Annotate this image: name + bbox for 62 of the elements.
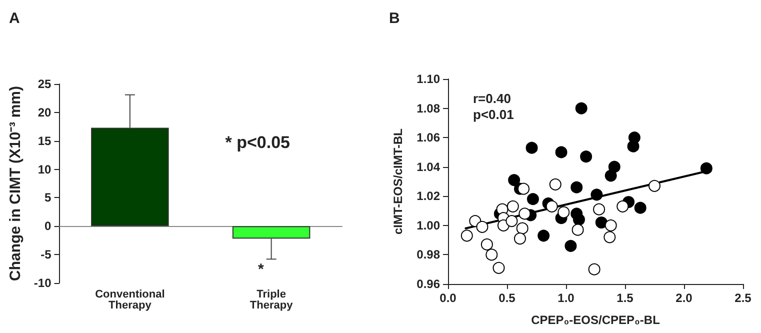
y-tick-label: 0.96 [416,277,440,291]
point [546,200,558,212]
y-tick-label: 5 [44,190,52,205]
point [518,208,531,220]
point [570,181,583,194]
x-tick-label: 2.0 [676,291,693,305]
y-tick-label: 0 [44,219,52,234]
y-tick-label: 1.06 [416,130,440,145]
x-tick-label: 1.5 [616,291,634,305]
y-tick-label: -10 [34,276,52,290]
y-tick-label: 10 [38,162,52,176]
point [572,214,585,226]
x-tick-label: Triple Therapy [250,288,294,312]
point [700,162,712,174]
annotation: * p<0.05 [225,133,290,152]
y-tick-label: 1.02 [416,189,440,204]
point [580,150,592,163]
x-tick-label: Conventional Therapy [95,288,165,312]
point [508,174,520,186]
annotation: r=0.40 [473,91,511,106]
y-tick-label: 1.08 [416,101,440,116]
point [575,102,588,114]
point [593,203,606,216]
y-axis-title: cIMT-EOS/cIMT-BL [391,128,405,235]
point [616,200,629,212]
x-axis-title: CPEP₀-EOS/CPEP₀-BL [531,313,660,327]
point [476,220,488,233]
x-tick-label: 0.0 [440,291,457,305]
point [564,240,577,252]
point [506,215,518,228]
point [604,231,616,244]
point [518,182,530,195]
annotation: * [258,261,264,278]
y-tick-label: 15 [38,134,52,148]
y-tick-label: 1.00 [416,218,440,232]
point [604,170,617,182]
y-axis-title: Change in CIMT (X10⁻³ mm) [7,86,24,282]
point [558,206,570,218]
point [590,188,603,201]
point [460,230,473,242]
y-tick-label: 20 [38,105,52,120]
point [627,140,640,152]
point [538,230,550,242]
point [588,263,600,276]
y-tick-label: 0.98 [416,248,440,262]
x-tick-label: 2.5 [734,291,752,305]
point [549,178,562,190]
point [555,146,568,158]
point [526,142,538,154]
point [595,216,608,228]
x-tick-label: 1.0 [558,291,575,305]
chart-title: B [389,10,400,27]
x-tick-label: 0.5 [498,291,516,305]
y-tick-label: 25 [38,77,52,91]
chart-title: A [9,10,20,27]
point [634,202,646,214]
point [648,180,660,192]
point [526,193,539,206]
annotation: p<0.01 [473,107,514,122]
y-tick-label: 1.10 [416,72,440,86]
y-tick-label: 1.04 [416,160,440,174]
y-tick-label: -5 [40,248,52,262]
